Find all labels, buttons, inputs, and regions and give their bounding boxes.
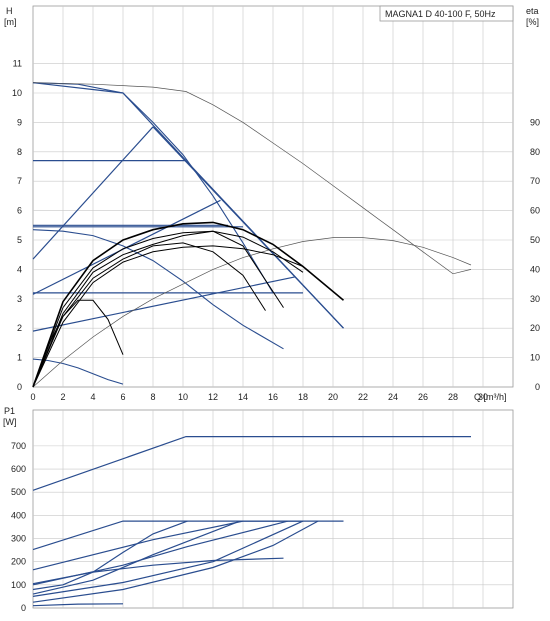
x-tick-label: 18 (298, 392, 308, 402)
y2-tick-label: 10 (530, 353, 540, 363)
series-curve-blue (32, 229, 284, 350)
y-axis-unit-p1: [W] (3, 417, 17, 427)
series-curve-black (32, 221, 345, 388)
upper-grid (33, 6, 513, 387)
x-tick-label: 26 (418, 392, 428, 402)
y-axis-label-p1: P1 (4, 406, 15, 416)
p1-tick-label: 500 (11, 487, 26, 497)
y-tick-label: 7 (17, 176, 22, 186)
lower-plot: 0 100 200 300 400 500 600 700 P1 [W] (3, 406, 514, 613)
x-axis-label-q: Q [m³/h] (474, 392, 507, 402)
lower-ticks: 0 100 200 300 400 500 600 700 (11, 441, 26, 613)
power-curve (32, 436, 471, 491)
series-line-blue (152, 126, 344, 329)
chart-title: MAGNA1 D 40-100 F, 50Hz (385, 9, 496, 19)
y-tick-label: 3 (17, 294, 22, 304)
y2-tick-label: 70 (530, 176, 540, 186)
x-tick-label: 30 (478, 392, 488, 402)
y2-axis-unit-eta: [%] (526, 17, 539, 27)
power-curve (32, 520, 241, 595)
x-tick-label: 16 (268, 392, 278, 402)
x-tick-label: 14 (238, 392, 248, 402)
upper-plot: 0 2 4 6 8 10 12 14 16 18 20 22 24 26 28 300123456789101… (4, 5, 540, 402)
x-tick-label: 28 (448, 392, 458, 402)
y-tick-label: 2 (17, 323, 22, 333)
y-tick-label: 9 (17, 117, 22, 127)
y2-tick-label: 30 (530, 294, 540, 304)
max-head-curve (32, 82, 472, 275)
y-tick-label: 10 (12, 88, 22, 98)
series-curve-black (32, 299, 124, 388)
x-tick-label: 0 (30, 392, 35, 402)
lower-series (32, 436, 471, 607)
x-tick-label: 24 (388, 392, 398, 402)
y-tick-label: 1 (17, 353, 22, 363)
series-curve-black (32, 242, 266, 388)
p1-tick-label: 600 (11, 464, 26, 474)
y2-tick-label: 40 (530, 264, 540, 274)
y2-tick-label: 60 (530, 206, 540, 216)
series-curve-black (32, 230, 304, 388)
series-curve-black (32, 230, 284, 388)
y-tick-label: 0 (17, 382, 22, 392)
series-curve-blue (32, 82, 274, 294)
chart-title-box: MAGNA1 D 40-100 F, 50Hz (379, 5, 514, 22)
x-tick-label: 4 (90, 392, 95, 402)
y-tick-label: 8 (17, 147, 22, 157)
series-curve-black (32, 245, 304, 388)
x-tick-label: 10 (178, 392, 188, 402)
x-tick-label: 12 (208, 392, 218, 402)
series-line-blue (32, 276, 296, 332)
series-line-blue (32, 126, 154, 260)
y-tick-label: 11 (13, 59, 22, 69)
x-tick-label: 20 (328, 392, 338, 402)
lower-grid (33, 410, 513, 608)
p1-tick-label: 100 (11, 580, 26, 590)
power-curve (32, 520, 319, 603)
y2-tick-label: 20 (530, 323, 540, 333)
power-curve (32, 557, 284, 585)
y-tick-label: 6 (17, 206, 22, 216)
y2-axis-label-eta: eta (526, 6, 539, 16)
x-tick-label: 8 (150, 392, 155, 402)
y-tick-label: 4 (17, 264, 22, 274)
upper-ticks: 0 2 4 6 8 10 12 14 16 18 20 22 24 26 28 300123456789101… (12, 59, 540, 402)
y2-tick-label: 90 (530, 117, 540, 127)
series-curve-blue (32, 358, 124, 385)
y2-tick-label: 80 (530, 147, 540, 157)
y-axis-unit-h: [m] (4, 17, 17, 27)
power-curve (32, 520, 304, 597)
power-curve (32, 603, 124, 607)
power-curve (32, 520, 303, 571)
y-axis-label-h: H (6, 6, 13, 16)
upper-series (32, 82, 472, 388)
p1-tick-label: 300 (11, 534, 26, 544)
power-curve (32, 520, 188, 591)
x-tick-label: 2 (60, 392, 65, 402)
y-tick-label: 5 (17, 235, 22, 245)
p1-tick-label: 700 (11, 441, 26, 451)
x-tick-label: 22 (358, 392, 368, 402)
p1-tick-label: 0 (21, 603, 26, 613)
p1-tick-label: 400 (11, 510, 26, 520)
efficiency-curve (32, 237, 472, 388)
y2-tick-label: 0 (535, 382, 540, 392)
x-tick-label: 6 (120, 392, 125, 402)
y2-tick-label: 50 (530, 235, 540, 245)
p1-tick-label: 200 (11, 557, 26, 567)
